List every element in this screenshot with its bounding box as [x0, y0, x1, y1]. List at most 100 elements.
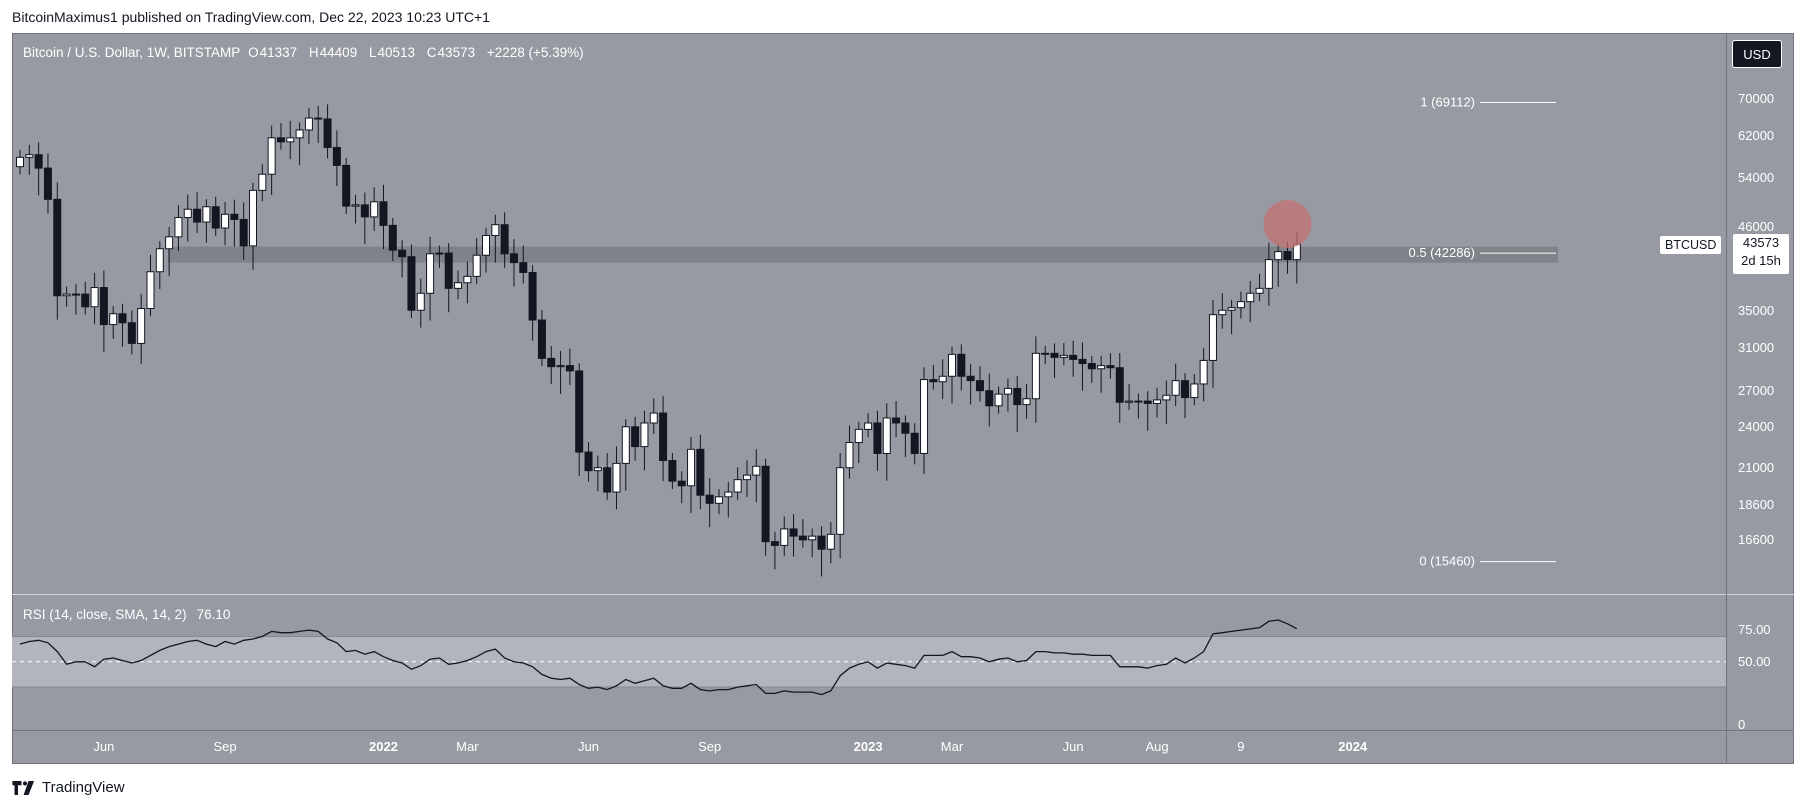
candle-body-up	[90, 287, 99, 308]
rsi-legend[interactable]: RSI (14, close, SMA, 14, 2) 76.10	[23, 607, 230, 622]
candle	[183, 194, 192, 242]
candle	[1069, 340, 1078, 377]
candle	[808, 528, 817, 558]
candle	[1236, 291, 1245, 319]
time-tick: 2023	[853, 739, 883, 754]
candle-body-up	[155, 248, 164, 273]
fib-level-label-2: 0 (15460)	[1419, 554, 1475, 569]
candle-body-down	[1181, 380, 1189, 399]
candle	[454, 270, 463, 300]
candle-body-up	[640, 422, 649, 448]
candle	[1078, 342, 1087, 391]
candle	[286, 120, 295, 160]
candle	[780, 516, 789, 557]
candle-body-down	[817, 535, 826, 550]
candle	[742, 460, 751, 497]
candle	[603, 453, 612, 500]
candle-body-up	[1246, 292, 1255, 303]
candle-body-down	[509, 253, 518, 264]
candle	[733, 467, 742, 500]
candle-body-up	[1227, 307, 1236, 311]
time-tick: Mar	[456, 739, 479, 754]
pane-divider[interactable]	[12, 594, 1794, 595]
candle-body-up	[1162, 394, 1171, 401]
candle	[1087, 355, 1096, 383]
footer[interactable]: TradingView	[12, 779, 125, 796]
candle-body-up	[649, 412, 658, 424]
candle	[118, 303, 127, 347]
candle	[528, 264, 537, 341]
legend-high: H44409	[309, 45, 361, 60]
candle	[687, 437, 696, 514]
candle-body-down	[239, 218, 248, 247]
candle	[379, 184, 388, 250]
candle-body-down	[584, 451, 593, 472]
candle-body-up	[882, 417, 891, 454]
candle	[109, 306, 118, 339]
candle-body-up	[416, 292, 425, 311]
fib-level-label-0: 1 (69112)	[1420, 95, 1475, 110]
candle	[631, 416, 640, 461]
candle-body-up	[1125, 400, 1134, 403]
time-tick: Sep	[213, 739, 237, 754]
candle	[1171, 363, 1180, 407]
candle	[342, 157, 351, 214]
candle-body-down	[323, 118, 332, 148]
price-tick: 54000	[1738, 170, 1775, 186]
candle	[500, 212, 509, 268]
candle-body-up	[1003, 387, 1012, 395]
candle	[426, 236, 435, 321]
price-axis-separator	[1726, 33, 1727, 764]
candle	[789, 514, 798, 557]
currency-button[interactable]: USD	[1732, 40, 1782, 68]
candle	[621, 419, 630, 491]
candle	[351, 194, 360, 224]
highlight-circle	[1263, 200, 1312, 249]
candle	[90, 272, 99, 325]
candle	[1227, 300, 1236, 335]
time-tick: Aug	[1145, 739, 1169, 754]
candle	[249, 182, 257, 270]
candle-body-down	[966, 375, 975, 382]
candle	[1264, 242, 1273, 306]
candle-body-down	[1050, 352, 1059, 358]
candle-body-up	[1171, 380, 1180, 396]
candle	[910, 423, 919, 465]
candle-body-up	[742, 474, 751, 481]
candle-body-up	[836, 467, 845, 535]
candle-body-up	[304, 117, 313, 131]
candle-body-up	[1190, 383, 1199, 399]
publish-line: BitcoinMaximus1 published on TradingView…	[12, 9, 490, 25]
candle	[323, 104, 332, 159]
candle-body-down	[332, 146, 341, 166]
candle-body-down	[360, 204, 369, 218]
candle-body-up	[593, 467, 602, 472]
candle	[435, 245, 444, 268]
candle	[332, 130, 341, 187]
candle	[1106, 353, 1115, 379]
candle-body-down	[575, 370, 584, 453]
candle	[696, 434, 705, 510]
candle	[71, 284, 80, 315]
candle-body-up	[854, 428, 863, 444]
candle-body-up	[1236, 301, 1245, 309]
candle	[360, 192, 369, 245]
candle	[798, 519, 807, 548]
candle	[1274, 244, 1283, 287]
time-tick: Mar	[940, 739, 964, 754]
candle	[957, 344, 966, 391]
legend-change: +2228 (+5.39%)	[486, 45, 584, 60]
candle-body-down	[43, 167, 52, 200]
candle	[1218, 293, 1227, 329]
legend-open: O41337	[248, 45, 301, 60]
price-tick: 62000	[1738, 127, 1775, 143]
candle-body-up	[1059, 354, 1068, 358]
symbol-legend[interactable]: Bitcoin / U.S. Dollar, 1W, BITSTAMP O413…	[23, 45, 588, 60]
candle	[537, 310, 546, 367]
candle-body-down	[975, 380, 984, 392]
time-tick: 2024	[1338, 739, 1368, 754]
candle-body-down	[761, 465, 770, 543]
highlight-layer	[1263, 200, 1312, 249]
candle-body-down	[276, 137, 285, 143]
